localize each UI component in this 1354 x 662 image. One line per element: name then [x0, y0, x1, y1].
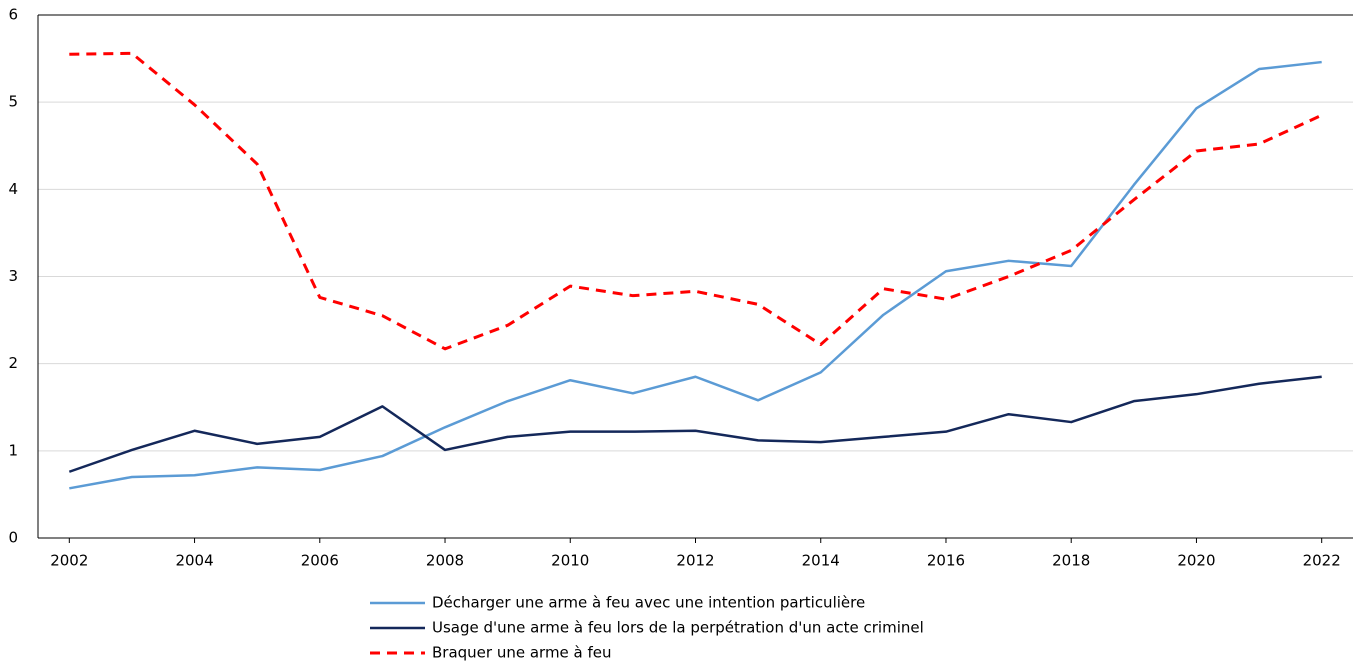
y-tick-label: 5: [8, 93, 18, 111]
y-tick-label: 6: [8, 6, 18, 24]
x-tick-label: 2004: [175, 552, 213, 570]
x-tick-label: 2014: [802, 552, 840, 570]
x-tick-label: 2012: [676, 552, 714, 570]
legend-label: Braquer une arme à feu: [432, 644, 612, 662]
x-tick-label: 2022: [1303, 552, 1341, 570]
y-tick-label: 2: [8, 354, 18, 372]
x-tick-label: 2002: [50, 552, 88, 570]
x-tick-label: 2008: [426, 552, 464, 570]
x-tick-label: 2018: [1052, 552, 1090, 570]
series-line: [69, 60, 1322, 490]
x-tick-label: 2006: [301, 552, 339, 570]
x-tick-label: 2016: [927, 552, 965, 570]
legend-label: Décharger une arme à feu avec une intent…: [432, 594, 865, 612]
y-tick-label: 4: [8, 180, 18, 198]
x-tick-label: 2020: [1177, 552, 1215, 570]
y-tick-label: 3: [8, 267, 18, 285]
y-tick-label: 0: [8, 529, 18, 547]
series-line: [68, 375, 1322, 473]
legend-label: Usage d'une arme à feu lors de la perpét…: [432, 619, 924, 637]
series-line: [69, 51, 1323, 351]
x-tick-label: 2010: [551, 552, 589, 570]
y-tick-label: 1: [8, 441, 18, 459]
